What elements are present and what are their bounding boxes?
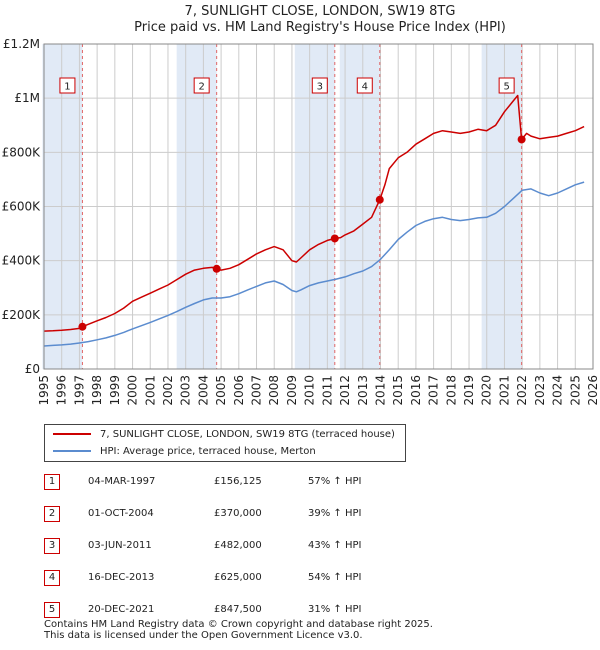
sale-number-badge: 2	[44, 506, 60, 522]
sale-point	[330, 234, 339, 243]
x-tick-label: 2026	[586, 375, 600, 406]
x-tick-label: 1995	[37, 375, 51, 406]
sale-number-badge: 1	[44, 474, 60, 490]
y-tick-label: £400K	[2, 254, 42, 268]
x-tick-label: 2009	[285, 375, 299, 406]
x-tick-label: 2016	[409, 375, 423, 406]
sale-badge-label: 4	[362, 82, 368, 93]
sale-date: 01-OCT-2004	[88, 508, 154, 519]
sale-price: £847,500	[214, 604, 262, 615]
legend-label-property: 7, SUNLIGHT CLOSE, LONDON, SW19 8TG (ter…	[100, 429, 395, 440]
sale-date: 03-JUN-2011	[88, 540, 152, 551]
x-tick-label: 1998	[90, 375, 104, 406]
footer-licence: This data is licensed under the Open Gov…	[44, 630, 363, 641]
sale-date: 04-MAR-1997	[88, 476, 156, 487]
table-row: 4 16-DEC-2013 £625,000 54% ↑ HPI	[44, 570, 444, 586]
sale-date: 20-DEC-2021	[88, 604, 155, 615]
y-tick-label: £600K	[2, 200, 42, 214]
plot-frame	[43, 43, 594, 370]
x-tick-label: 2012	[338, 375, 352, 406]
chart-subtitle: Price paid vs. HM Land Registry's House …	[134, 20, 506, 35]
x-tick-label: 2022	[515, 375, 529, 406]
sale-badge-box	[193, 77, 210, 94]
x-tick-label: 1997	[72, 375, 86, 406]
sale-hpi-change: 31% ↑ HPI	[308, 604, 362, 615]
price-chart: 7, SUNLIGHT CLOSE, LONDON, SW19 8TG Pric…	[2, 4, 600, 406]
x-tick-label: 2017	[427, 375, 441, 406]
table-row: 2 01-OCT-2004 £370,000 39% ↑ HPI	[44, 506, 444, 522]
x-tick-label: 1996	[55, 375, 69, 406]
chart-title: 7, SUNLIGHT CLOSE, LONDON, SW19 8TG	[185, 4, 456, 19]
sale-badge-label: 1	[64, 82, 70, 93]
legend-label-hpi: HPI: Average price, terraced house, Mert…	[100, 446, 316, 457]
x-tick-label: 2019	[462, 375, 476, 406]
x-tick-label: 2023	[533, 375, 547, 406]
sale-price: £156,125	[214, 476, 262, 487]
sale-point	[517, 135, 526, 144]
sale-badge-box	[59, 77, 76, 94]
x-tick-label: 2001	[143, 375, 157, 406]
property-price-line	[43, 94, 585, 332]
table-row: 3 03-JUN-2011 £482,000 43% ↑ HPI	[44, 538, 444, 554]
hpi-line	[43, 181, 585, 347]
sale-price: £482,000	[214, 540, 262, 551]
y-tick-label: £200K	[2, 308, 42, 322]
x-tick-label: 2000	[126, 375, 140, 406]
x-tick-label: 2021	[498, 375, 512, 406]
x-tick-label: 1999	[108, 375, 122, 406]
sale-date: 16-DEC-2013	[88, 572, 155, 583]
x-tick-label: 2013	[356, 375, 370, 406]
y-tick-label: £800K	[2, 145, 42, 159]
footer-attribution: Contains HM Land Registry data © Crown c…	[44, 619, 433, 641]
sale-badge-label: 5	[503, 82, 509, 93]
sale-hpi-change: 43% ↑ HPI	[308, 540, 362, 551]
y-tick-label: £1.2M	[3, 37, 40, 51]
sale-badge-box	[498, 77, 515, 94]
footer-copyright: Contains HM Land Registry data © Crown c…	[44, 619, 433, 630]
sale-number-badge: 4	[44, 570, 60, 586]
y-tick-label: £0	[25, 362, 40, 376]
legend-swatch-hpi	[53, 450, 91, 452]
sale-hpi-change: 39% ↑ HPI	[308, 508, 362, 519]
sale-badge-box	[311, 77, 328, 94]
sale-badge-label: 2	[198, 82, 204, 93]
sale-number-badge: 5	[44, 602, 60, 618]
x-tick-label: 2018	[444, 375, 458, 406]
x-tick-label: 2006	[232, 375, 246, 406]
sale-badge-box	[356, 77, 373, 94]
x-tick-label: 2005	[214, 375, 228, 406]
legend-item-property: 7, SUNLIGHT CLOSE, LONDON, SW19 8TG (ter…	[53, 427, 395, 443]
x-tick-label: 2015	[391, 375, 405, 406]
y-tick-label: £1M	[14, 91, 40, 105]
table-row: 5 20-DEC-2021 £847,500 31% ↑ HPI	[44, 602, 444, 618]
x-tick-label: 2010	[303, 375, 317, 406]
x-tick-label: 2011	[320, 375, 334, 406]
sale-point	[212, 264, 221, 273]
x-tick-label: 2020	[480, 375, 494, 406]
sale-hpi-change: 54% ↑ HPI	[308, 572, 362, 583]
x-tick-label: 2008	[267, 375, 281, 406]
sale-number-badge: 3	[44, 538, 60, 554]
sale-hpi-change: 57% ↑ HPI	[308, 476, 362, 487]
x-tick-label: 2004	[196, 375, 210, 406]
sale-point	[78, 322, 87, 331]
sale-point	[375, 195, 384, 204]
legend: 7, SUNLIGHT CLOSE, LONDON, SW19 8TG (ter…	[44, 424, 406, 462]
x-tick-label: 2007	[250, 375, 264, 406]
table-row: 1 04-MAR-1997 £156,125 57% ↑ HPI	[44, 474, 444, 490]
x-tick-label: 2002	[161, 375, 175, 406]
legend-item-hpi: HPI: Average price, terraced house, Mert…	[53, 444, 316, 460]
x-tick-label: 2014	[374, 375, 388, 406]
x-tick-label: 2024	[551, 375, 565, 406]
x-tick-label: 2003	[179, 375, 193, 406]
sale-price: £370,000	[214, 508, 262, 519]
sale-price: £625,000	[214, 572, 262, 583]
legend-swatch-property	[53, 433, 91, 435]
sale-badge-label: 3	[317, 82, 323, 93]
x-tick-label: 2025	[568, 375, 582, 406]
